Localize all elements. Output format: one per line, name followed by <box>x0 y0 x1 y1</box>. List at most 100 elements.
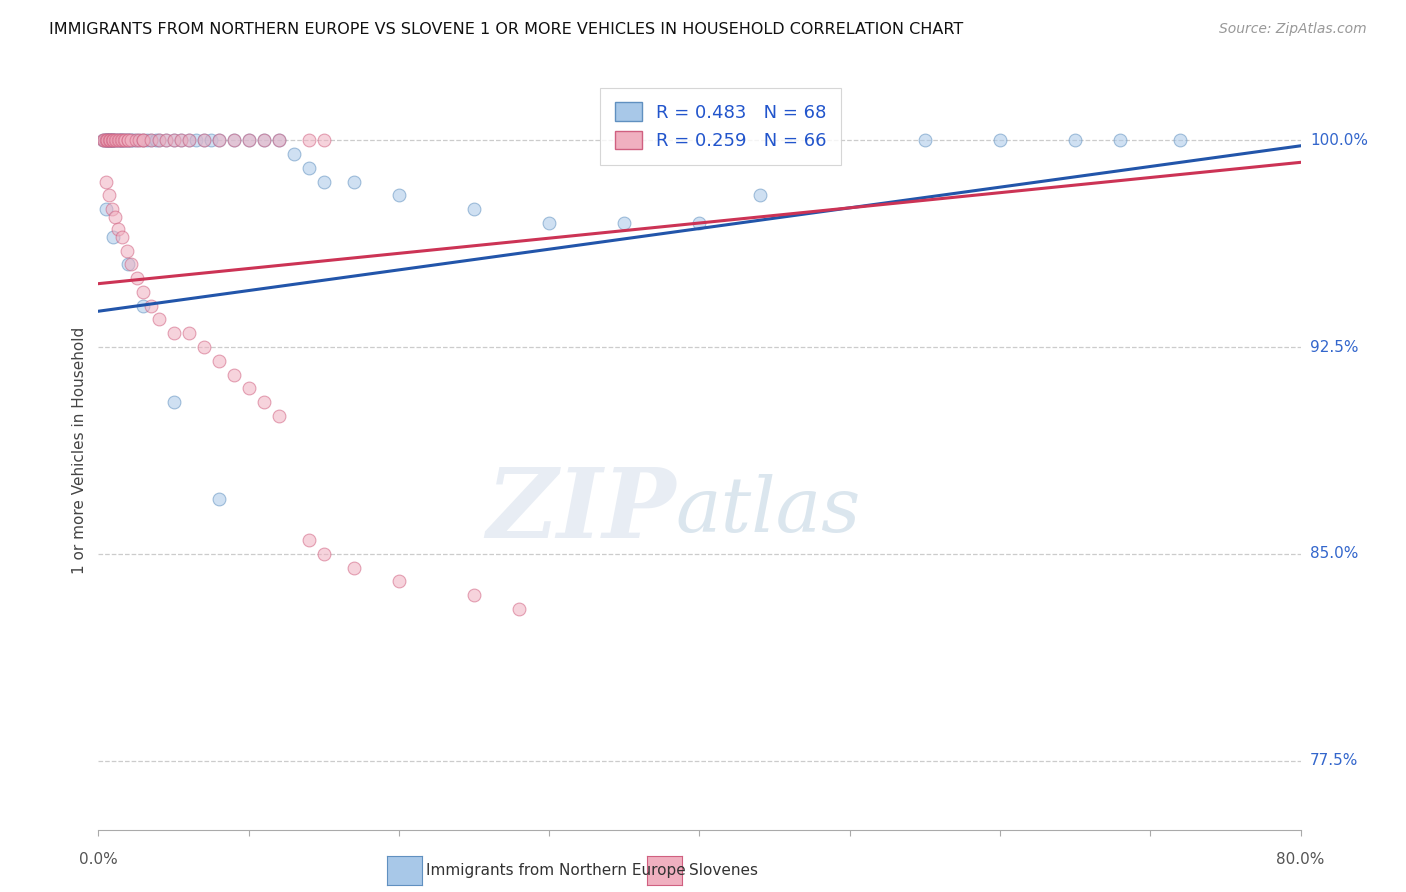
Point <box>139 133 162 147</box>
Point <box>93 133 115 147</box>
Text: 85.0%: 85.0% <box>1310 547 1358 561</box>
Point <box>104 211 127 225</box>
Text: Source: ZipAtlas.com: Source: ZipAtlas.com <box>1219 22 1367 37</box>
Point <box>117 133 139 147</box>
Point <box>267 133 290 147</box>
Text: ZIP: ZIP <box>486 464 675 558</box>
Point <box>177 133 200 147</box>
Point <box>100 133 122 147</box>
Point <box>91 133 114 147</box>
Point <box>162 326 184 341</box>
Point <box>105 133 128 147</box>
Point <box>312 175 335 189</box>
Point <box>91 133 114 147</box>
Y-axis label: 1 or more Vehicles in Household: 1 or more Vehicles in Household <box>72 326 87 574</box>
Point <box>97 133 120 147</box>
Point <box>388 574 411 589</box>
Point <box>103 133 125 147</box>
Point <box>93 133 115 147</box>
Point <box>101 202 124 217</box>
Point <box>208 354 231 368</box>
Point <box>208 491 231 506</box>
Point <box>312 547 335 561</box>
Point <box>103 133 125 147</box>
Point <box>111 133 134 147</box>
Point <box>193 133 215 147</box>
Point <box>107 221 129 235</box>
Point <box>253 395 276 409</box>
Point <box>538 216 561 230</box>
Point <box>238 133 260 147</box>
Text: 80.0%: 80.0% <box>1277 852 1324 867</box>
Point <box>148 312 170 326</box>
Point <box>128 133 150 147</box>
Point <box>748 188 770 202</box>
Point <box>114 133 136 147</box>
Point <box>103 133 125 147</box>
Point <box>94 133 117 147</box>
Point <box>222 133 245 147</box>
Point <box>125 133 148 147</box>
Point <box>177 133 200 147</box>
Point <box>105 133 128 147</box>
Point <box>135 133 157 147</box>
Point <box>267 409 290 423</box>
Point <box>103 229 125 244</box>
Point <box>104 133 127 147</box>
Point <box>121 133 143 147</box>
Point <box>222 133 245 147</box>
Point <box>103 133 125 147</box>
Point <box>1064 133 1087 147</box>
Text: Slovenes: Slovenes <box>689 863 758 878</box>
Point <box>238 381 260 395</box>
Point <box>184 133 207 147</box>
Point <box>101 133 124 147</box>
Point <box>613 216 636 230</box>
Text: IMMIGRANTS FROM NORTHERN EUROPE VS SLOVENE 1 OR MORE VEHICLES IN HOUSEHOLD CORRE: IMMIGRANTS FROM NORTHERN EUROPE VS SLOVE… <box>49 22 963 37</box>
Point <box>128 133 150 147</box>
Point <box>162 133 184 147</box>
Point <box>508 602 530 616</box>
Text: 77.5%: 77.5% <box>1310 753 1358 768</box>
Point <box>107 133 129 147</box>
Point <box>139 299 162 313</box>
Point <box>145 133 167 147</box>
Point <box>1109 133 1132 147</box>
Point <box>914 133 936 147</box>
Point <box>100 133 122 147</box>
Point <box>112 133 135 147</box>
Point <box>298 133 321 147</box>
Text: 0.0%: 0.0% <box>79 852 118 867</box>
Point <box>267 133 290 147</box>
Point <box>111 229 134 244</box>
Point <box>132 285 155 299</box>
Point <box>155 133 177 147</box>
Point <box>94 133 117 147</box>
Point <box>170 133 193 147</box>
Point <box>121 133 143 147</box>
Point <box>688 216 710 230</box>
Point <box>298 161 321 175</box>
Point <box>112 133 135 147</box>
Point <box>222 368 245 382</box>
Point <box>110 133 132 147</box>
Text: 100.0%: 100.0% <box>1310 133 1368 148</box>
Point <box>238 133 260 147</box>
Point <box>1170 133 1192 147</box>
Point <box>101 133 124 147</box>
Point <box>988 133 1011 147</box>
Point <box>162 133 184 147</box>
Point <box>122 133 145 147</box>
Point <box>118 133 141 147</box>
Point <box>253 133 276 147</box>
Legend: R = 0.483   N = 68, R = 0.259   N = 66: R = 0.483 N = 68, R = 0.259 N = 66 <box>600 88 841 165</box>
Point <box>100 133 122 147</box>
Point <box>108 133 131 147</box>
Point <box>463 202 485 217</box>
Point <box>343 175 366 189</box>
Point <box>110 133 132 147</box>
Point <box>115 133 138 147</box>
Point <box>117 133 139 147</box>
Point <box>193 133 215 147</box>
Point <box>107 133 129 147</box>
